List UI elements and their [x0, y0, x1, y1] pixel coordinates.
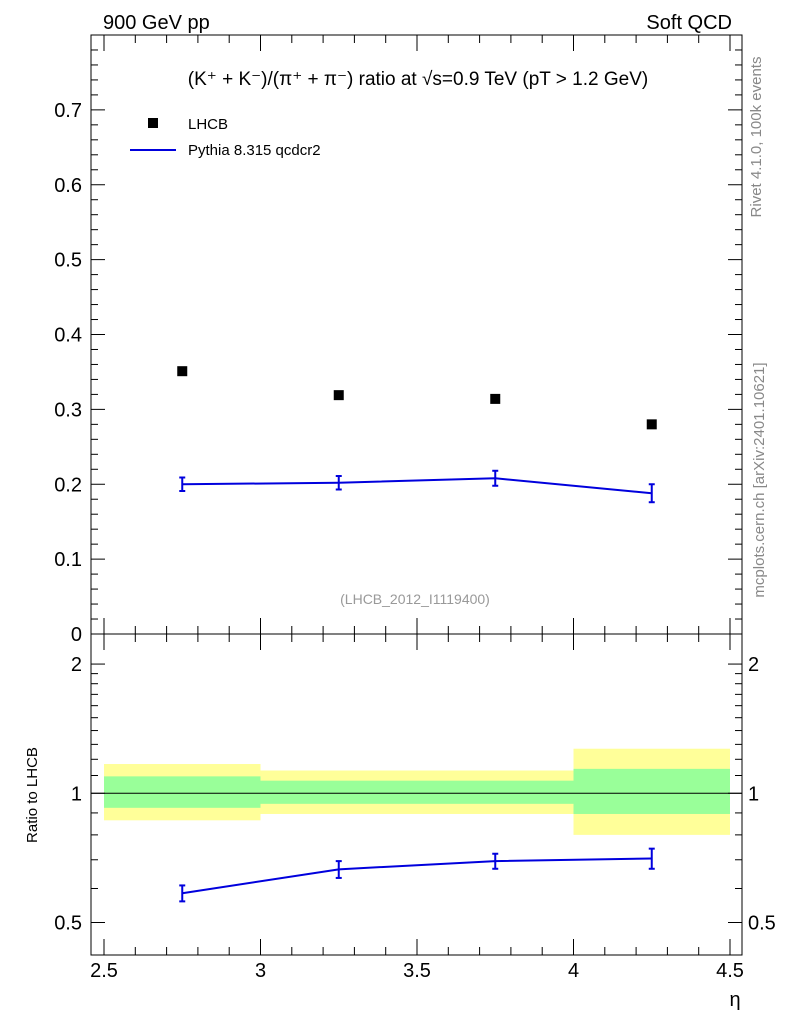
- band-stat-1: [260, 780, 417, 804]
- legend-data-marker: [148, 118, 158, 128]
- rivet-label: Rivet 4.1.0, 100k events: [748, 57, 765, 218]
- ratio-tick-label-left-1: 1: [71, 783, 82, 805]
- y-tick-label-6: 0.6: [54, 175, 82, 197]
- y-tick-label-2: 0.2: [54, 474, 82, 496]
- ratio-tick-label-right-0: 0.5: [748, 912, 776, 934]
- x-tick-label-4: 4.5: [716, 960, 744, 982]
- x-tick-label-0: 2.5: [90, 960, 118, 982]
- y-tick-label-0: 0: [71, 624, 82, 646]
- ratio-tick-label-left-0: 0.5: [54, 912, 82, 934]
- ratio-ylabel: Ratio to LHCB: [24, 747, 41, 843]
- ratio-tick-label-right-2: 2: [748, 654, 759, 676]
- mc-point-line: [182, 477, 652, 495]
- y-tick-label-4: 0.4: [54, 325, 82, 347]
- x-tick-label-1: 3: [255, 960, 266, 982]
- data-point-2: [490, 393, 501, 404]
- data-point-1: [333, 390, 344, 401]
- mcplots-label: mcplots.cern.ch [arXiv:2401.10621]: [751, 362, 768, 597]
- ratio-bands: [104, 748, 730, 835]
- main-ticks: 0 0.1 0.2 0.3 0.4 0.5 0.6 0.7: [54, 34, 742, 646]
- data-point-0: [177, 366, 188, 377]
- legend: LHCB Pythia 8.315 qcdcr2: [130, 116, 321, 159]
- x-tick-label-3: 4: [568, 960, 579, 982]
- legend-mc-label: Pythia 8.315 qcdcr2: [188, 142, 321, 159]
- x-tick-label-2: 3.5: [403, 960, 431, 982]
- ratio-tick-label-left-2: 2: [71, 654, 82, 676]
- header-left: 900 GeV pp: [103, 12, 210, 34]
- legend-data-label: LHCB: [188, 116, 228, 133]
- band-stat-3: [573, 768, 730, 814]
- header-right: Soft QCD: [646, 12, 732, 34]
- main-data-series: [177, 366, 657, 430]
- data-point-3: [646, 419, 657, 430]
- x-ticks: 2.5 3 3.5 4 4.5: [90, 35, 744, 982]
- band-stat-2: [417, 780, 574, 804]
- analysis-id: (LHCB_2012_I1119400): [340, 591, 490, 607]
- y-tick-label-7: 0.7: [54, 100, 82, 122]
- ratio-point-line: [182, 857, 652, 895]
- main-mc-series: [179, 469, 655, 504]
- ratio-mc-series: [179, 847, 655, 903]
- y-tick-label-5: 0.5: [54, 250, 82, 272]
- ratio-tick-label-right-1: 1: [748, 783, 759, 805]
- band-stat-0: [104, 776, 261, 808]
- y-tick-label-1: 0.1: [54, 549, 82, 571]
- x-axis-label: η: [729, 989, 740, 1011]
- y-tick-label-3: 0.3: [54, 399, 82, 421]
- chart-title: (K⁺ + K⁻)/(π⁺ + π⁻) ratio at √s=0.9 TeV …: [188, 69, 648, 90]
